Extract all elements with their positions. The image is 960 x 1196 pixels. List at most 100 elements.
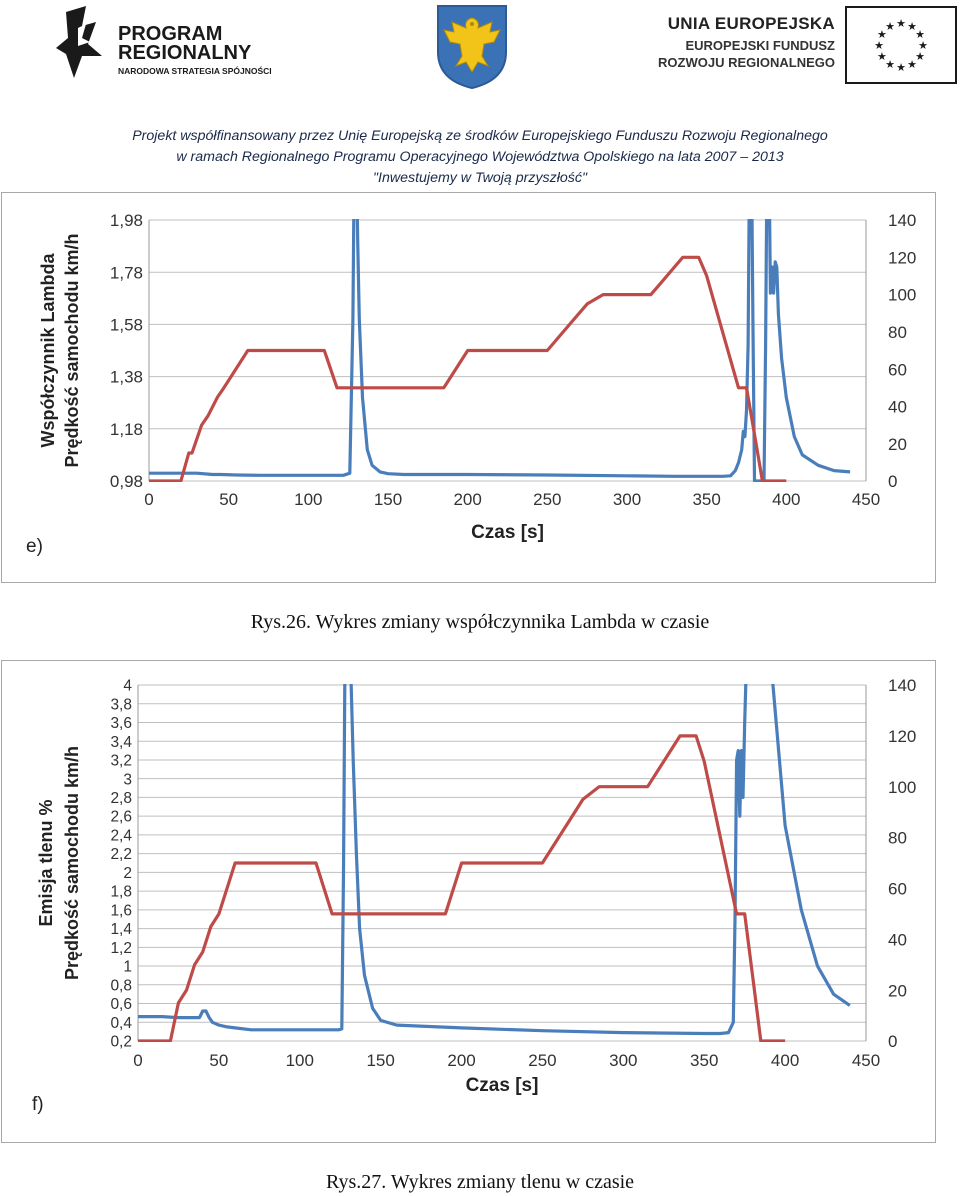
eu-star-icon: ★ <box>877 51 887 63</box>
y-tick-label: 3,2 <box>110 753 132 770</box>
lambda-chart: 0,98 1,18 1,38 1,58 1,78 1,98 0 20 40 60 80 100 120 1… <box>26 211 916 557</box>
y-tick-label: 1,18 <box>110 420 143 439</box>
eu-star-icon: ★ <box>885 59 895 71</box>
y-tick-label: 3,4 <box>110 734 132 751</box>
x-tick-label: 250 <box>528 1051 556 1070</box>
y2-tick-label: 0 <box>888 472 897 491</box>
x-tick-label: 400 <box>771 1051 799 1070</box>
panel-label: e) <box>26 536 43 557</box>
y2-tick-label: 120 <box>888 248 916 267</box>
panel-label: f) <box>32 1094 44 1115</box>
y-tick-label: 0,2 <box>110 1034 132 1051</box>
y-tick-label: 1,98 <box>110 211 143 230</box>
y-tick-label: 3,8 <box>110 696 132 713</box>
y2-tick-label: 40 <box>888 930 907 949</box>
eu-star-icon: ★ <box>885 21 895 33</box>
x-tick-label: 450 <box>852 490 880 509</box>
y-tick-label: 1,2 <box>110 940 132 957</box>
chart-f-frame: 0,2 0,4 0,6 0,8 1 1,2 1,4 1,6 1,8 2 2,2 2,4 2,6 2,8 3 3… <box>1 660 936 1143</box>
eu-flag-icon: ★ ★★★★★★★★★★★ <box>845 6 957 84</box>
notice-line-1: Projekt współfinansowany przez Unię Euro… <box>132 128 828 144</box>
y-tick-label: 2 <box>123 865 132 882</box>
figure-27-caption: Rys.27. Wykres zmiany tlenu w czasie <box>325 1171 635 1193</box>
x-tick-label: 100 <box>286 1051 314 1070</box>
x-tick-label: 200 <box>447 1051 475 1070</box>
notice-line-3: "Inwestujemy w Twoją przyszłość" <box>372 170 587 186</box>
cofinancing-notice: Projekt współfinansowany przez Unię Euro… <box>0 126 960 189</box>
x-tick-label: 200 <box>453 490 481 509</box>
x-tick-label: 100 <box>294 490 322 509</box>
y2-tick-label: 80 <box>888 323 907 342</box>
y2-tick-label: 80 <box>888 829 907 848</box>
speed-series-line <box>149 255 787 482</box>
y-tick-label: 1,38 <box>110 368 143 387</box>
y2-tick-label: 100 <box>888 778 916 797</box>
x-tick-label: 0 <box>144 490 153 509</box>
eu-star-icon: ★ <box>907 21 917 33</box>
y-tick-label: 3 <box>123 771 132 788</box>
oxygen-chart: 0,20,40,60,811,21,41,61,822,22,42,62,833… <box>32 676 916 1115</box>
y-axis-title-primary: Emisja tlenu % <box>36 799 56 926</box>
x-tick-label: 300 <box>613 490 641 509</box>
eu-star-icon: ★ <box>877 29 887 41</box>
y-tick-label: 2,2 <box>110 846 132 863</box>
y2-tick-label: 60 <box>888 880 907 899</box>
y-axis-title-primary: Współczynnik Lambda <box>38 252 58 447</box>
y-tick-label: 0,98 <box>110 472 143 491</box>
x-tick-label: 250 <box>533 490 561 509</box>
eu-star-icon: ★ <box>874 40 884 52</box>
y-tick-label: 2,6 <box>110 809 132 826</box>
x-tick-label: 350 <box>692 490 720 509</box>
y-tick-label: 1,6 <box>110 902 132 919</box>
y2-tick-label: 20 <box>888 981 907 1000</box>
x-tick-label: 150 <box>366 1051 394 1070</box>
y-tick-label: 4 <box>123 678 132 695</box>
notice-line-2: w ramach Regionalnego Programu Operacyjn… <box>176 149 784 165</box>
eu-star-icon: ★ <box>896 18 906 30</box>
eu-star-icon: ★ <box>915 51 925 63</box>
measurement-series-line <box>138 684 851 1036</box>
x-tick-label: 350 <box>690 1051 718 1070</box>
eu-logo-line1: UNIA EUROPEJSKA <box>667 14 835 33</box>
y2-tick-label: 140 <box>888 676 916 695</box>
eu-star-icon: ★ <box>918 40 928 52</box>
y-tick-label: 2,4 <box>110 827 132 844</box>
figure-26-caption: Rys.26. Wykres zmiany współczynnika Lamb… <box>250 611 710 633</box>
y2-tick-label: 60 <box>888 360 907 379</box>
x-axis-title: Czas [s] <box>471 522 544 543</box>
y-tick-label: 1,78 <box>110 263 143 282</box>
x-tick-label: 450 <box>852 1051 880 1070</box>
eu-star-icon: ★ <box>915 29 925 41</box>
eu-logo-text: UNIA EUROPEJSKA EUROPEJSKI FUNDUSZ ROZWO… <box>640 14 835 70</box>
opolskie-coat-of-arms-icon <box>437 5 507 90</box>
x-tick-label: 50 <box>209 1051 228 1070</box>
x-tick-label: 400 <box>772 490 800 509</box>
left-logo-line2: REGIONALNY <box>118 42 252 64</box>
x-tick-label: 150 <box>374 490 402 509</box>
y2-tick-label: 40 <box>888 398 907 417</box>
eu-star-icon: ★ <box>896 62 906 74</box>
eu-logo-line2: EUROPEJSKI FUNDUSZ <box>685 38 835 53</box>
left-logo-line1: PROGRAM <box>118 23 222 45</box>
y-axis-title-secondary: Prędkość samochodu km/h <box>62 746 82 980</box>
x-tick-label: 300 <box>609 1051 637 1070</box>
x-tick-label: 0 <box>133 1051 142 1070</box>
y-tick-label: 1,58 <box>110 316 143 335</box>
y-tick-label: 3,6 <box>110 715 132 732</box>
y2-tick-label: 120 <box>888 727 916 746</box>
y2-tick-label: 100 <box>888 286 916 305</box>
y2-tick-label: 20 <box>888 435 907 454</box>
x-axis-title: Czas [s] <box>466 1075 539 1096</box>
left-logo-line3: NARODOWA STRATEGIA SPÓJNOŚCI <box>118 65 272 76</box>
y-tick-label: 0,4 <box>110 1015 132 1032</box>
y-axis-title-secondary: Prędkość samochodu km/h <box>62 233 82 467</box>
measurement-series-line <box>149 219 851 482</box>
y2-tick-label: 0 <box>888 1032 897 1051</box>
speed-series-line <box>138 734 786 1042</box>
y-tick-label: 1 <box>123 959 132 976</box>
program-regionalny-logo: PROGRAM REGIONALNY NARODOWA STRATEGIA SP… <box>56 6 272 78</box>
y-tick-label: 0,6 <box>110 996 132 1013</box>
y2-tick-label: 140 <box>888 211 916 230</box>
y-tick-label: 1,8 <box>110 884 132 901</box>
y-tick-label: 1,4 <box>110 921 132 938</box>
